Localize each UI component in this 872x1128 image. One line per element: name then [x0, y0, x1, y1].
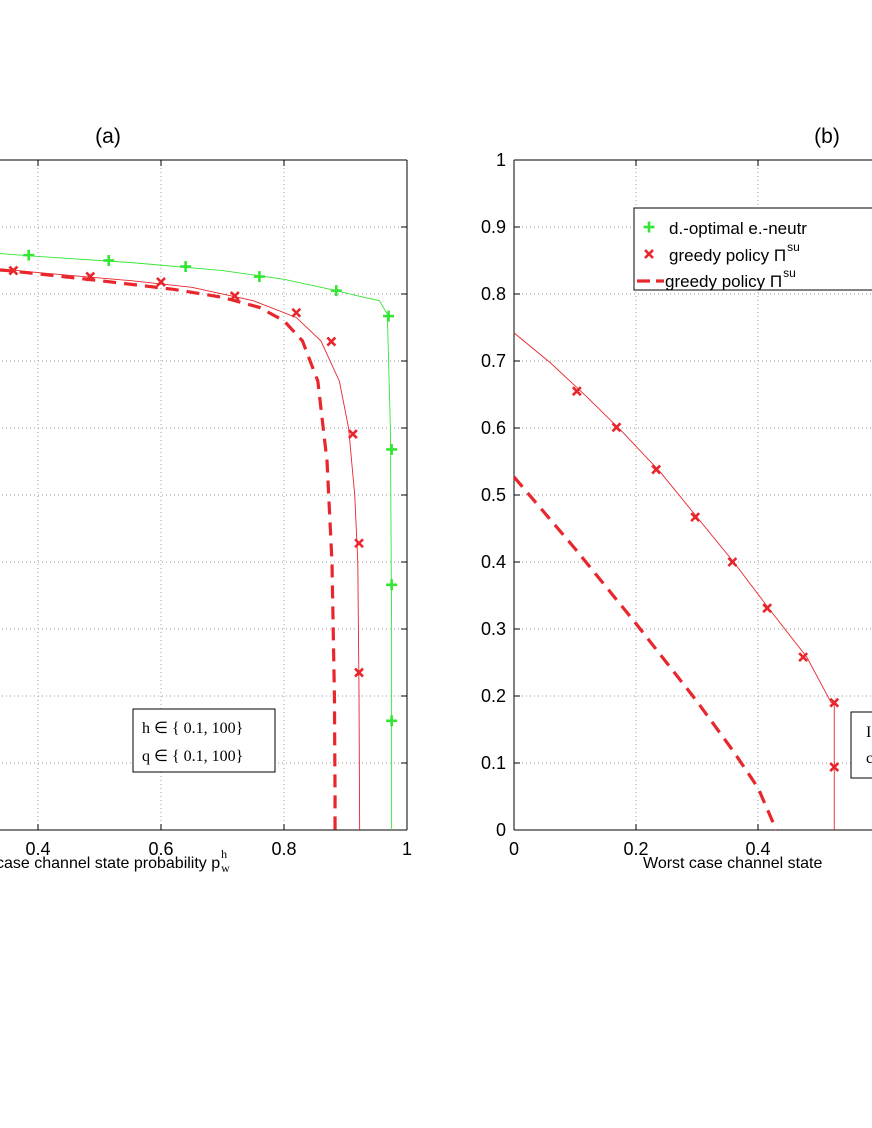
marker-b-red-8-b: [829, 762, 840, 772]
series-a-1-line: [0, 268, 361, 831]
marker-a-green-3: [253, 271, 265, 283]
marker-b-red-3-b: [690, 512, 701, 523]
tick-label-b-y: 0.2: [481, 686, 506, 706]
series-a-2-line: [0, 268, 337, 830]
tick-label-b-x: 0: [509, 839, 519, 859]
marker-b-red-2-b: [651, 464, 662, 475]
legend-label-0: d.-optimal e.-neutr: [669, 219, 807, 238]
marker-b-red-5-b: [762, 603, 773, 614]
annotation-box-b: [850, 711, 872, 779]
tick-label-b-y: 0.8: [481, 284, 506, 304]
legend-marker-red-x: [644, 249, 654, 259]
x-axis-label-b: Worst case channel state: [643, 855, 822, 872]
panel-b-plot: 00.10.20.30.40.50.60.70.80.9100.20.40(b)…: [481, 125, 872, 872]
marker-b-red-7: [829, 697, 840, 708]
marker-b-red-7-b: [829, 697, 840, 708]
tick-label-a-x: 1: [402, 839, 412, 859]
tick-label-a-x: 0.6: [148, 839, 173, 859]
tick-label-b-x: 0.2: [623, 839, 648, 859]
marker-a-red-0-b: [8, 265, 19, 276]
legend-label-sup-2: su: [783, 266, 796, 280]
legend-marker-red-x-b: [644, 249, 654, 259]
marker-a-green-6: [386, 443, 398, 455]
tick-label-b-y: 0.9: [481, 217, 506, 237]
tick-label-b-x: 0.4: [745, 839, 770, 859]
marker-b-red-4-b: [727, 557, 738, 567]
legend-label-1: greedy policy Π: [669, 246, 786, 265]
marker-a-green-7: [386, 579, 398, 591]
marker-a-green-1: [103, 255, 115, 266]
marker-b-red-6: [798, 652, 809, 663]
annotation-line-a-1: h ∈ { 0.1, 100}: [142, 720, 243, 737]
marker-b-red-1: [611, 422, 622, 433]
tick-label-b-y: 0.3: [481, 619, 506, 639]
chart-title-b: (b): [814, 125, 840, 148]
marker-a-green-2: [180, 261, 192, 273]
marker-a-red-0: [8, 265, 19, 276]
marker-b-red-1-b: [611, 422, 622, 433]
annotation-box-a: [132, 708, 276, 773]
panel-a-plot: 0.4 0.6 0.8 1 (a) case channel state probabil…: [0, 125, 412, 875]
marker-a-green-5: [383, 310, 395, 322]
legend-marker-green: [643, 221, 655, 233]
chart-title-a: (a): [95, 125, 121, 148]
marker-b-red-0-b: [571, 386, 582, 397]
legend-box-b: [633, 207, 872, 291]
marker-b-red-8: [829, 762, 840, 772]
tick-label-a-x: 0.8: [271, 839, 296, 859]
annotation-line-a-2: q ∈ { 0.1, 100}: [142, 748, 243, 765]
x-axis-label-a-sub: w: [221, 861, 230, 875]
marker-b-red-5: [762, 603, 773, 614]
marker-a-red-4-b: [291, 307, 302, 318]
marker-a-red-7-b: [354, 538, 364, 549]
marker-b-red-6-b: [798, 652, 809, 663]
tick-label-b-y: 0.1: [481, 753, 506, 773]
x-axis-label-a-sup: h: [221, 847, 227, 861]
series-a-0-line: [0, 253, 393, 830]
annotation-line-b-1: I: [866, 724, 871, 741]
series-b-1-line: [512, 475, 778, 831]
marker-a-green-8: [386, 715, 398, 727]
tick-label-b-y: 0.6: [481, 418, 506, 438]
marker-b-red-0: [571, 386, 582, 397]
series-b-0-line: [513, 332, 835, 830]
marker-a-red-4: [291, 307, 302, 318]
marker-a-red-6: [347, 429, 358, 439]
legend-label-2: greedy policy Π: [665, 272, 782, 291]
marker-b-red-3: [690, 512, 701, 523]
x-axis-label-a: case channel state probability p: [0, 855, 220, 872]
marker-a-red-8: [354, 667, 364, 678]
marker-a-red-5: [326, 336, 337, 347]
marker-a-red-6-b: [347, 429, 358, 439]
marker-a-green-0: [23, 249, 35, 261]
tick-label-b-y: 1: [496, 150, 506, 170]
legend-label-sup-1: su: [787, 240, 800, 254]
tick-label-b-y: 0: [496, 820, 506, 840]
marker-b-red-2: [651, 464, 662, 475]
marker-b-red-4: [727, 557, 738, 567]
tick-label-b-y: 0.7: [481, 351, 506, 371]
marker-a-red-2-b: [156, 277, 166, 287]
annotation-line-b-2: c: [866, 750, 872, 767]
tick-label-b-y: 0.5: [481, 485, 506, 505]
marker-a-green-4: [330, 285, 342, 297]
marker-a-red-8-b: [354, 667, 364, 678]
marker-a-red-2: [156, 277, 166, 287]
tick-label-b-y: 0.4: [481, 552, 506, 572]
tick-label-a-x: 0.4: [25, 839, 50, 859]
marker-a-red-5-b: [326, 336, 337, 347]
marker-a-red-7: [354, 538, 364, 549]
